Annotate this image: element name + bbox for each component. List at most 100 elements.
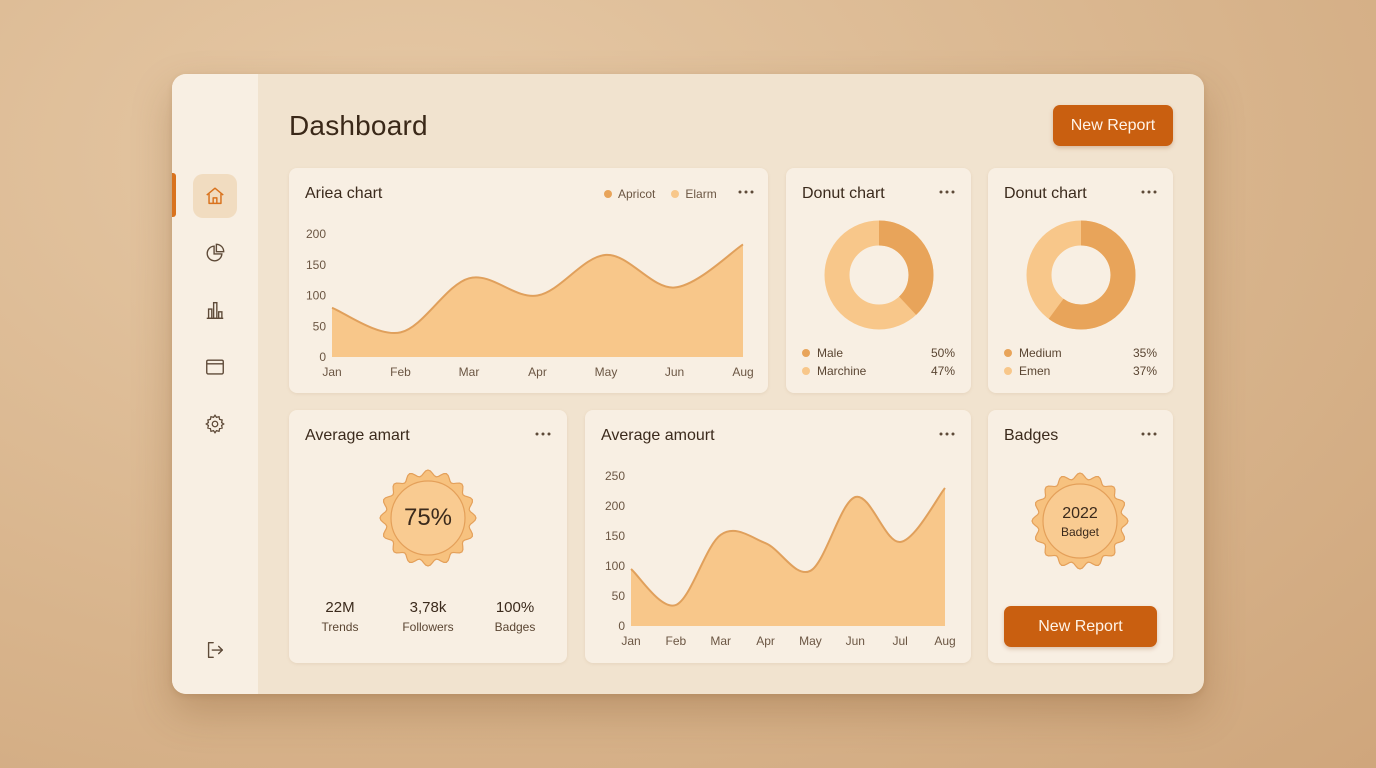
legend-label: Apricot (618, 187, 656, 201)
stat-trends: 22M Trends (295, 599, 385, 634)
x-tick-label: Aug (934, 634, 955, 648)
donut-legend: Male 50% Marchine 47% (802, 344, 955, 380)
badge-seal-icon (1031, 472, 1129, 570)
stat-label: Trends (321, 620, 359, 634)
donut-chart-card-2: Donut chart Medium 35% Emen 37% (988, 168, 1173, 393)
new-report-button[interactable]: New Report (1053, 105, 1173, 146)
badges-card: Badges 2022 Badget New Report (988, 410, 1173, 663)
more-options-button[interactable] (1138, 423, 1160, 445)
card-title: Donut chart (802, 185, 885, 202)
x-tick-label: Jan (322, 365, 341, 379)
y-tick-label: 100 (306, 289, 326, 303)
legend-label: Medium (1019, 346, 1062, 360)
card-title: Average amart (305, 427, 410, 444)
y-tick-label: 0 (618, 619, 625, 633)
y-tick-label: 50 (612, 589, 626, 603)
legend-dot (671, 190, 680, 198)
legend-row: Emen 37% (1004, 362, 1157, 380)
average-card: Average amart 75% 22M Trends 3,78k Follo… (289, 410, 567, 663)
more-options-button[interactable] (735, 181, 757, 203)
stat-value: 100% (495, 599, 535, 616)
app-window: Dashboard New Report Ariea chart Apricot… (172, 74, 1204, 694)
x-tick-label: Feb (666, 634, 687, 648)
stat-label: Followers (402, 620, 454, 634)
x-tick-label: Jun (665, 365, 684, 379)
more-icon (939, 190, 955, 194)
stat-badges: 100% Badges (470, 599, 560, 634)
donut-slice-male (824, 220, 934, 330)
stat-value: 22M (325, 599, 355, 616)
legend-label: Emen (1019, 364, 1051, 378)
x-tick-label: Jul (892, 634, 907, 648)
more-icon (535, 432, 551, 436)
legend-dot (1004, 349, 1012, 357)
stat-value: 3,78k (409, 599, 447, 616)
legend-dot (1004, 367, 1012, 375)
x-tick-label: May (799, 634, 822, 648)
sidebar-item-logout[interactable] (193, 628, 237, 672)
area-line (331, 243, 744, 334)
sidebar (172, 74, 258, 694)
more-icon (738, 190, 754, 194)
donut-legend: Medium 35% Emen 37% (1004, 344, 1157, 380)
legend-row: Male 50% (802, 344, 955, 362)
sidebar-item-home[interactable] (193, 174, 237, 218)
x-tick-label: Apr (756, 634, 775, 648)
area-chart: 0 50 100 150 200 Jan Feb Mar Apr May Jun Aug (306, 227, 754, 379)
donut-slice-medium (1026, 220, 1136, 330)
stat-label: Badges (494, 620, 536, 634)
sidebar-item-windows[interactable] (193, 345, 237, 389)
average-amount-card: Average amourt 0 50 100 150 200 250 Jan Feb Mar A… (585, 410, 971, 663)
area-line (630, 487, 946, 607)
x-tick-label: Mar (459, 365, 480, 379)
donut-chart-card-1: Donut chart Male 50% Marchine 47% (786, 168, 971, 393)
donut-chart (824, 220, 934, 330)
more-icon (1141, 190, 1157, 194)
x-tick-label: Jan (621, 634, 640, 648)
x-tick-label: Jun (846, 634, 865, 648)
x-tick-label: May (595, 365, 618, 379)
seal-inner (1042, 483, 1118, 559)
home-icon (206, 187, 224, 205)
chart-legend: Apricot Elarm (604, 187, 717, 201)
more-icon (939, 432, 955, 436)
more-options-button[interactable] (532, 423, 554, 445)
legend-item-apricot: Apricot (604, 187, 655, 201)
main-content: Dashboard New Report Ariea chart Apricot… (258, 74, 1204, 694)
card-title: Ariea chart (305, 185, 383, 202)
legend-label: Marchine (817, 364, 867, 378)
more-icon (1141, 432, 1157, 436)
sidebar-item-reports[interactable] (193, 288, 237, 332)
area-fill (332, 244, 743, 357)
y-tick-label: 150 (306, 258, 326, 272)
more-options-button[interactable] (936, 181, 958, 203)
y-tick-label: 100 (605, 559, 625, 573)
y-tick-label: 50 (313, 319, 327, 333)
badge-new-report-button[interactable]: New Report (1004, 606, 1157, 647)
card-title: Donut chart (1004, 185, 1087, 202)
more-options-button[interactable] (936, 423, 958, 445)
legend-row: Marchine 47% (802, 362, 955, 380)
more-options-button[interactable] (1138, 181, 1160, 203)
legend-value: 37% (1132, 364, 1157, 378)
bar-chart-icon (206, 301, 224, 319)
percentage-seal-icon (379, 469, 477, 567)
x-tick-label: Aug (732, 365, 753, 379)
y-tick-label: 200 (306, 227, 326, 241)
active-nav-indicator (172, 173, 176, 217)
legend-dot (604, 190, 612, 198)
y-tick-label: 150 (605, 529, 625, 543)
y-tick-label: 0 (319, 350, 326, 364)
legend-value: 47% (930, 364, 955, 378)
sidebar-item-analytics[interactable] (193, 231, 237, 275)
y-tick-label: 250 (605, 469, 625, 483)
legend-label: Male (817, 346, 844, 360)
area-chart: 0 50 100 150 200 250 Jan Feb Mar Apr May Jun Jul Aug (605, 469, 956, 648)
x-tick-label: Feb (390, 365, 411, 379)
area-chart-card: Ariea chart Apricot Elarm 0 50 100 150 200 Ja… (289, 168, 768, 393)
x-tick-label: Mar (710, 634, 731, 648)
sidebar-item-settings[interactable] (193, 402, 237, 446)
legend-dot (802, 367, 810, 375)
seal-value: 75% (403, 504, 453, 531)
logout-icon (207, 641, 224, 659)
